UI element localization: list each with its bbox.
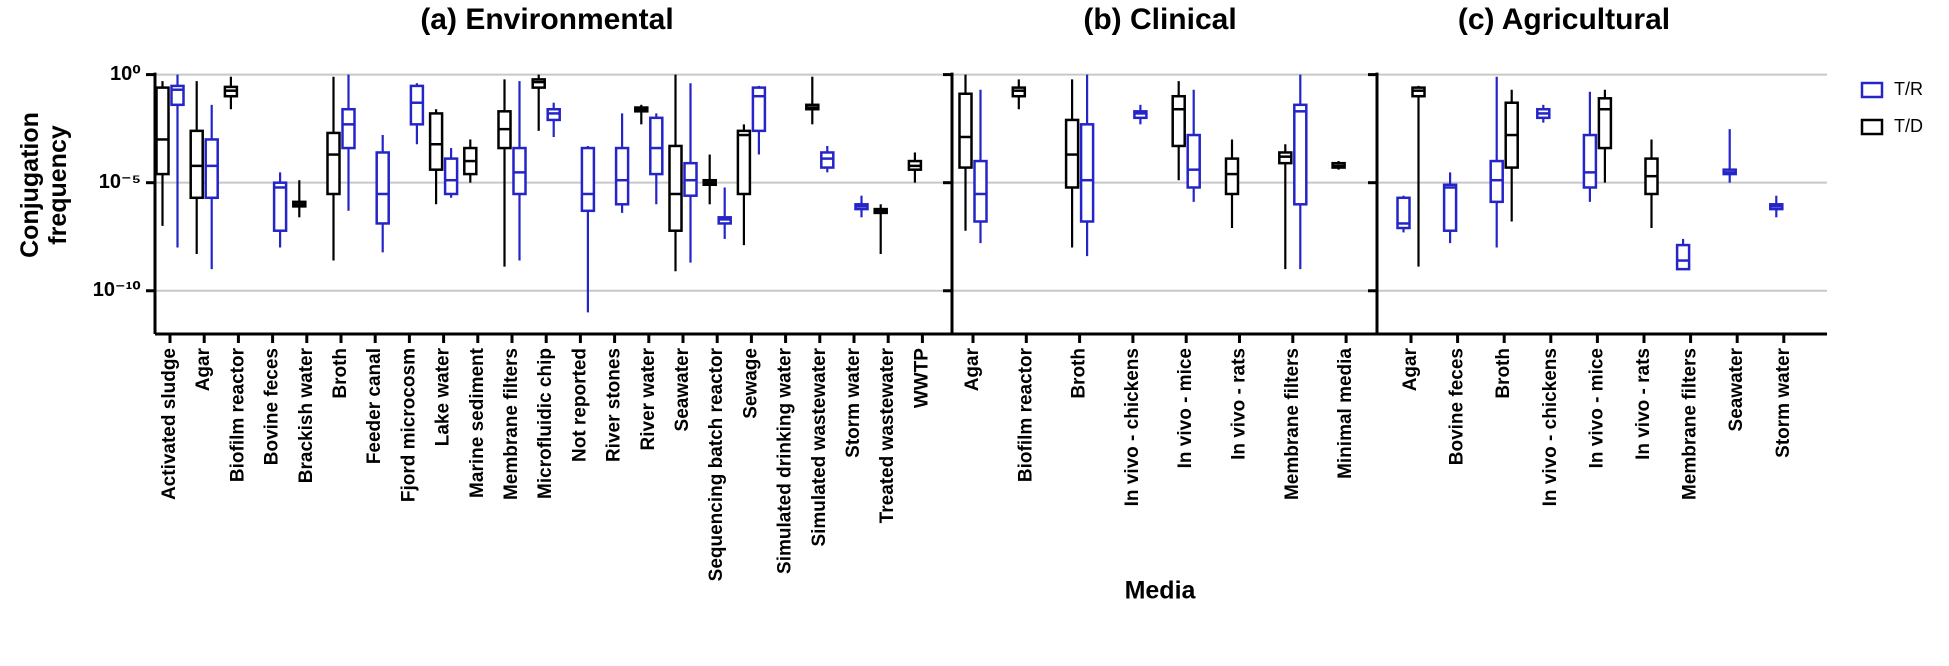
y-tick-label: 10⁻¹⁰ <box>93 279 141 301</box>
box <box>409 84 425 126</box>
box <box>1293 103 1308 206</box>
box <box>736 129 752 196</box>
box <box>1186 133 1201 189</box>
legend-swatch <box>1860 81 1884 99</box>
x-tick-label: Storm water <box>843 347 864 457</box>
y-tick-label: 10⁻⁵ <box>99 171 141 193</box>
x-tick-label: Biofilm reactor <box>227 347 248 482</box>
x-tick-label: Membrane filters <box>1680 348 1701 500</box>
box <box>326 131 341 196</box>
box <box>1442 183 1458 232</box>
x-tick-label: In vivo - chickens <box>1540 348 1561 506</box>
box <box>531 78 546 89</box>
box <box>1224 157 1240 196</box>
box <box>443 157 459 196</box>
x-tick-label: Activated sludge <box>159 348 180 500</box>
x-tick-label: Simulated wastewater <box>809 347 830 546</box>
x-tick-label: Storm water <box>1773 347 1794 457</box>
x-tick-label: Minimal media <box>1335 348 1356 479</box>
panel-b-title: (b) Clinical <box>1083 3 1236 36</box>
x-tick-label: Agar <box>193 347 214 391</box>
x-tick-label: Brackish water <box>296 347 317 483</box>
box <box>375 151 390 225</box>
box <box>272 181 288 232</box>
box <box>204 138 219 200</box>
x-tick-label: Biofilm reactor <box>1015 347 1036 482</box>
x-tick-label: In vivo - mice <box>1586 348 1607 468</box>
box <box>1675 243 1691 271</box>
box <box>512 146 527 196</box>
box <box>1597 97 1613 150</box>
legend-swatch <box>1860 118 1884 136</box>
box <box>1582 133 1598 189</box>
y-tick-label: 10⁰ <box>110 63 141 85</box>
x-tick-label: Microfluidic chip <box>535 348 556 499</box>
box <box>189 129 204 200</box>
x-tick-label: Seawater <box>672 347 693 431</box>
box <box>668 144 683 232</box>
box <box>1079 123 1095 223</box>
x-tick-label: River water <box>638 347 659 450</box>
box <box>614 146 630 206</box>
x-tick-label: Marine sediment <box>467 347 488 498</box>
x-tick-label: Not reported <box>569 348 590 462</box>
legend-label: T/R <box>1894 79 1923 99</box>
x-tick-label: Broth <box>1493 348 1514 399</box>
x-tick-label: Fjord microcosm <box>398 348 419 502</box>
y-axis-label: Conjugationfrequency <box>16 112 72 258</box>
x-tick-label: Feeder canal <box>364 348 385 464</box>
box <box>580 146 596 213</box>
x-tick-label: Broth <box>1069 348 1090 399</box>
legend-label: T/D <box>1894 116 1923 136</box>
panel-c-title: (c) Agricultural <box>1458 3 1670 36</box>
x-tick-label: River stones <box>604 348 625 462</box>
box <box>649 116 664 176</box>
x-tick-label: Broth <box>330 348 351 399</box>
x-tick-label: Agar <box>1400 347 1421 391</box>
box <box>155 86 170 176</box>
x-tick-label: Membrane filters <box>501 348 522 500</box>
box <box>341 107 356 150</box>
box <box>973 159 988 223</box>
x-tick-label: In vivo - mice <box>1175 348 1196 468</box>
x-tick-label: WWTP <box>911 348 932 408</box>
x-tick-label: In vivo - chickens <box>1122 348 1143 506</box>
x-tick-label: Simulated drinking water <box>775 347 796 574</box>
box <box>820 151 835 169</box>
x-tick-label: Bovine feces <box>262 348 283 465</box>
x-axis-label: Media <box>1125 577 1197 605</box>
x-tick-label: Agar <box>962 347 983 391</box>
panel-a-title: (a) Environmental <box>420 3 673 36</box>
box <box>428 112 444 171</box>
x-tick-label: Seawater <box>1726 347 1747 431</box>
x-tick-label: Treated wastewater <box>877 347 898 523</box>
x-tick-label: Lake water <box>433 347 454 446</box>
x-tick-label: In vivo - rats <box>1229 348 1250 460</box>
x-tick-label: In vivo - rats <box>1633 348 1654 460</box>
x-tick-label: Sequencing batch reactor <box>706 347 727 581</box>
box <box>958 92 973 169</box>
box <box>1396 196 1411 230</box>
box <box>1171 94 1186 148</box>
box <box>751 86 767 133</box>
x-tick-label: Membrane filters <box>1282 348 1303 500</box>
x-tick-label: Sewage <box>740 348 761 419</box>
x-tick-label: Bovine feces <box>1447 348 1468 465</box>
